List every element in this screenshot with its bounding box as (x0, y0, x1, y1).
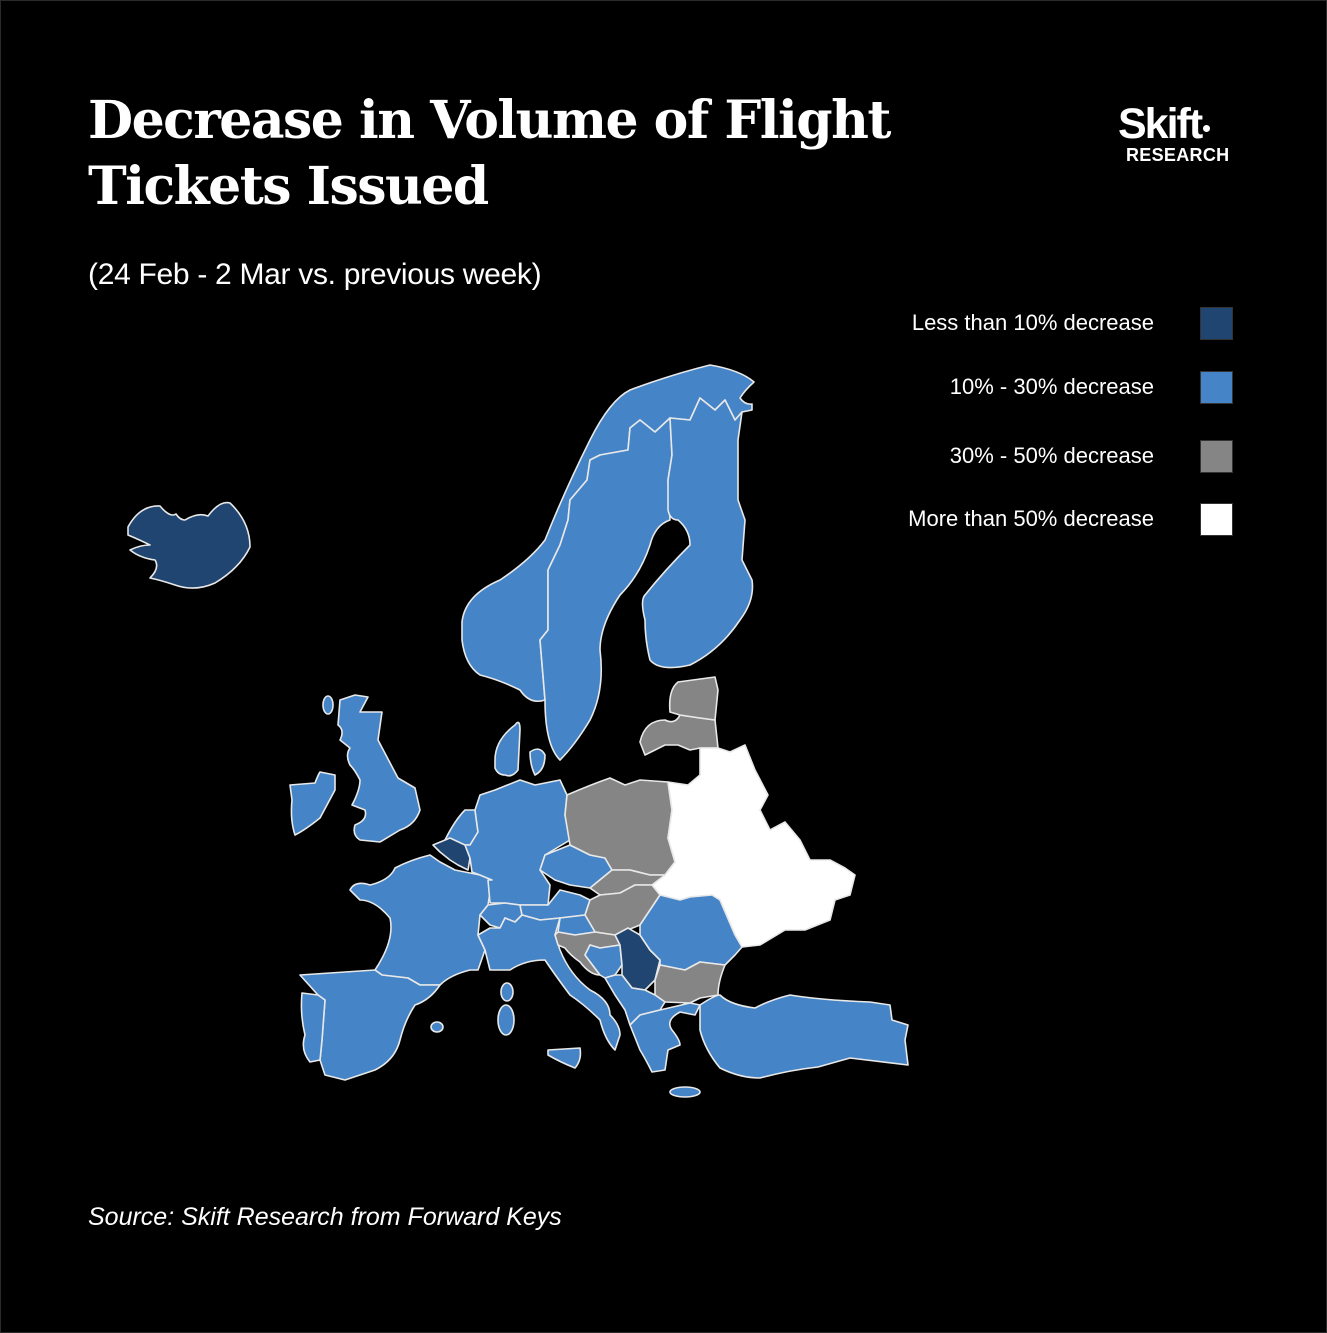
legend-item-more-than-50: More than 50% decrease (908, 502, 1233, 536)
region-greece (629, 1002, 701, 1073)
legend-label: 10% - 30% decrease (949, 374, 1154, 399)
legend-label: More than 50% decrease (908, 506, 1154, 531)
region-latvia (639, 714, 719, 756)
region-denmark (494, 721, 521, 777)
region-romania-moldova (639, 894, 743, 971)
chart-subtitle: (24 Feb - 2 Mar vs. previous week) (88, 258, 542, 291)
source-note: Source: Skift Research from Forward Keys (88, 1203, 562, 1231)
region-sardinia (497, 1004, 515, 1036)
region-estonia (668, 676, 719, 721)
region-finland (641, 397, 754, 669)
region-poland (564, 777, 676, 876)
region-united-kingdom (337, 694, 421, 843)
region-belarus-ukraine (651, 744, 856, 948)
legend-item-30-50: 30% - 50% decrease (950, 439, 1233, 473)
region-ireland (289, 771, 336, 836)
legend-swatch-dark-blue (1200, 306, 1233, 340)
region-belgium (432, 837, 471, 871)
region-italy (477, 914, 621, 1051)
region-denmark-islands (529, 748, 546, 776)
chart-title: Decrease in Volume of Flight Tickets Iss… (88, 90, 891, 217)
skift-research-logo: Skift RESEARCH (1118, 102, 1244, 164)
region-corsica (500, 982, 514, 1002)
region-bosnia (584, 944, 623, 979)
legend-item-less-than-10: Less than 10% decrease (912, 306, 1233, 340)
legend-swatch-white (1200, 502, 1233, 536)
legend-item-10-30: 10% - 30% decrease (950, 370, 1233, 404)
region-uk-island (322, 695, 334, 715)
region-france (349, 854, 493, 986)
region-balearic (430, 1021, 444, 1033)
region-bulgaria (654, 961, 726, 1004)
region-portugal (300, 992, 326, 1063)
legend-label: Less than 10% decrease (911, 310, 1154, 335)
legend-swatch-blue (1200, 370, 1233, 404)
region-turkey (699, 994, 909, 1079)
legend-label: 30% - 50% decrease (949, 443, 1154, 468)
legend-swatch-grey (1200, 439, 1233, 473)
region-iceland (127, 501, 251, 589)
region-crete (669, 1086, 701, 1098)
logo-sub: RESEARCH (1126, 145, 1230, 165)
logo-dot-icon (1203, 125, 1211, 132)
region-spain (299, 969, 441, 1081)
logo-brand: Skift (1118, 102, 1244, 146)
region-norway (461, 364, 755, 703)
region-sicily (547, 1047, 582, 1069)
